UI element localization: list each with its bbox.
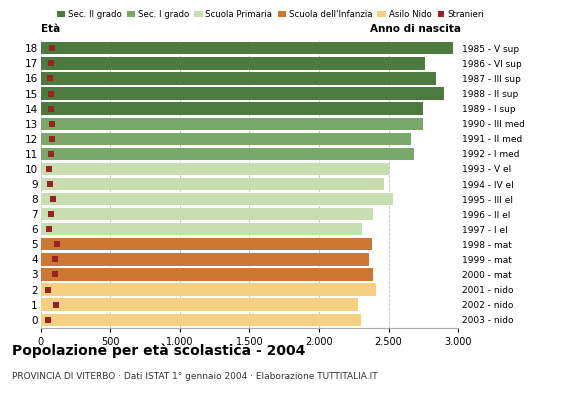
Bar [41,238,372,250]
Text: PROVINCIA DI VITERBO · Dati ISTAT 1° gennaio 2004 · Elaborazione TUTTITALIA.IT: PROVINCIA DI VITERBO · Dati ISTAT 1° gen… [12,372,377,381]
Bar [41,42,452,54]
Bar [41,208,374,220]
Bar [41,87,444,100]
Bar [41,314,361,326]
Text: Anno di nascita: Anno di nascita [370,24,461,34]
Bar [41,118,423,130]
Text: Popolazione per età scolastica - 2004: Popolazione per età scolastica - 2004 [12,344,305,358]
Bar [41,102,423,115]
Bar [41,163,389,175]
Bar [41,193,393,205]
Bar [41,298,358,311]
Bar [41,253,369,266]
Bar [41,268,374,281]
Bar [41,283,376,296]
Legend: Sec. II grado, Sec. I grado, Scuola Primaria, Scuola dell'Infanzia, Asilo Nido, : Sec. II grado, Sec. I grado, Scuola Prim… [56,10,484,19]
Bar [41,57,425,70]
Bar [41,72,436,85]
Bar [41,148,414,160]
Text: Età: Età [41,24,60,34]
Bar [41,178,385,190]
Bar [41,132,411,145]
Bar [41,223,362,236]
